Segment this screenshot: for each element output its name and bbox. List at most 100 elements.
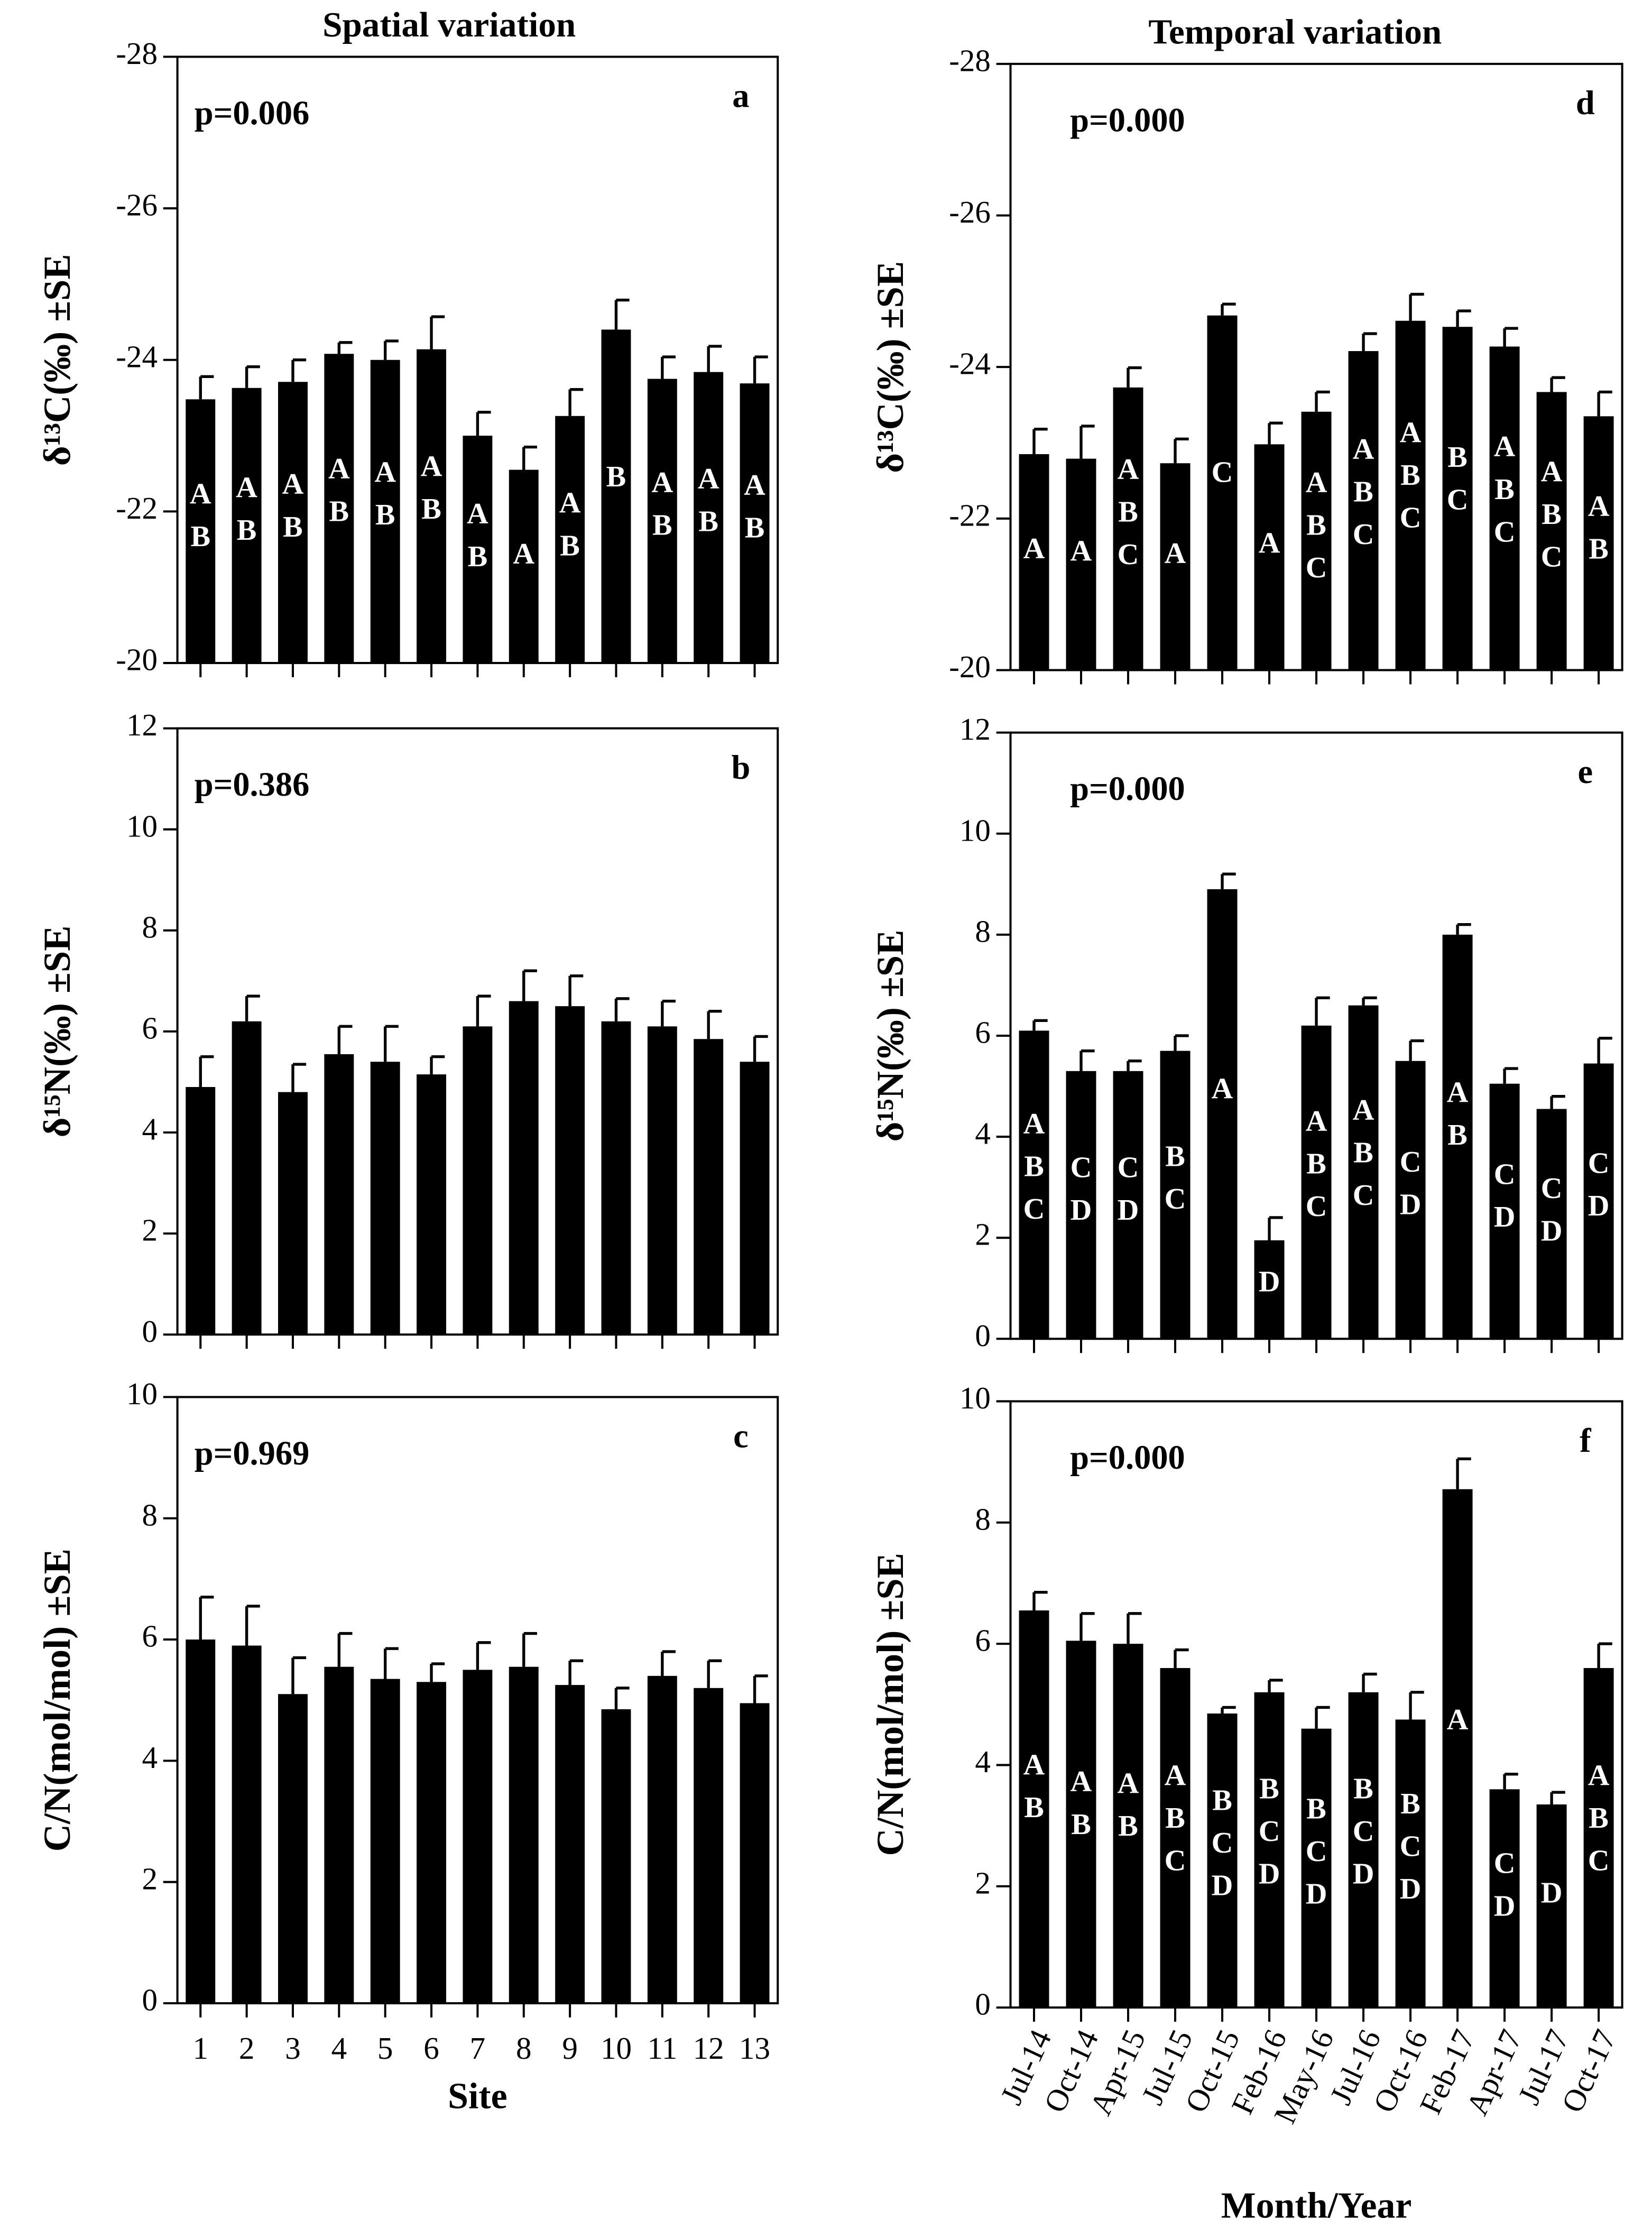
y-tick-label: 8 — [142, 909, 158, 944]
group-letter: C — [1541, 1172, 1563, 1205]
group-letter: C — [1588, 1844, 1610, 1877]
error-bar — [568, 1659, 584, 1685]
group-letter: B — [606, 460, 626, 493]
bar — [1301, 411, 1332, 670]
y-tick-label: 6 — [975, 1623, 991, 1658]
group-letter: A — [282, 468, 304, 501]
bar — [509, 1001, 539, 1335]
error-bar — [1079, 1612, 1095, 1641]
group-letter: A — [1118, 1767, 1139, 1800]
y-tick-label: 10 — [959, 1380, 991, 1415]
y-tick-label: 4 — [142, 1740, 158, 1775]
bar — [1207, 1713, 1238, 2008]
bar — [1536, 1109, 1567, 1339]
error-bar — [1174, 1648, 1189, 1668]
bar — [370, 1062, 400, 1335]
y-tick-label: 4 — [975, 1744, 991, 1779]
error-bar — [614, 298, 630, 330]
group-letter: B — [1306, 1792, 1326, 1825]
y-tick-label: 12 — [126, 707, 158, 742]
group-letter: A — [1023, 532, 1045, 565]
bar — [1583, 416, 1614, 670]
y-tick-label: 10 — [126, 808, 158, 843]
x-tick-label: 6 — [423, 2031, 439, 2066]
error-bar — [1315, 1706, 1330, 1729]
bar — [1113, 1644, 1143, 2008]
error-bar — [1456, 309, 1471, 327]
column-title: Temporal variation — [1148, 12, 1442, 52]
y-tick-label: -24 — [116, 339, 158, 374]
group-letter: D — [1494, 1890, 1516, 1922]
group-letter: A — [1165, 1759, 1186, 1792]
group-letter: B — [1447, 441, 1468, 474]
x-tick-label: 2 — [239, 2031, 255, 2066]
error-bar — [1503, 1067, 1518, 1084]
bar — [555, 1006, 585, 1335]
bar — [555, 416, 585, 664]
group-letter: A — [421, 450, 442, 483]
x-tick-label: 11 — [647, 2031, 677, 2066]
bar — [555, 1685, 585, 2004]
x-tick-label: 7 — [470, 2031, 486, 2066]
group-letter: C — [1306, 551, 1327, 584]
error-bar — [661, 1650, 676, 1676]
bar — [463, 1670, 493, 2004]
group-letter: A — [1023, 1108, 1045, 1140]
group-letter: A — [651, 466, 673, 499]
group-letter: A — [1447, 1703, 1469, 1736]
y-tick-label: -26 — [949, 195, 991, 229]
y-tick-label: 10 — [959, 813, 991, 848]
error-bar — [1409, 292, 1424, 321]
error-bar — [1127, 1060, 1142, 1071]
bar — [1348, 1692, 1379, 2008]
error-bar — [1127, 366, 1142, 388]
error-bar — [1221, 872, 1236, 889]
bar — [1019, 454, 1049, 670]
x-axis-label: Month/Year — [1221, 2185, 1412, 2226]
group-letter: D — [1541, 1877, 1563, 1910]
y-tick-label: 8 — [975, 914, 991, 948]
group-letter: B — [1353, 476, 1373, 509]
bar — [1113, 387, 1143, 670]
bar — [694, 372, 724, 664]
error-bar — [1456, 923, 1471, 935]
error-bar — [199, 1596, 214, 1640]
y-tick-label: 2 — [142, 1213, 158, 1248]
bar — [278, 382, 308, 664]
group-letter: A — [190, 477, 211, 510]
error-bar — [1409, 1039, 1424, 1061]
error-bar — [1597, 390, 1612, 417]
group-letter: B — [1306, 509, 1326, 542]
group-letter: A — [1165, 537, 1186, 570]
bar — [647, 1026, 677, 1335]
bar — [1066, 1641, 1096, 2008]
bar — [370, 1679, 400, 2004]
group-letter: A — [744, 469, 765, 502]
group-letter: B — [375, 499, 395, 531]
group-letter: D — [1118, 1194, 1139, 1227]
error-bar — [291, 1063, 307, 1092]
group-letter: A — [1588, 490, 1610, 523]
bar — [1489, 1789, 1520, 2008]
bar — [1066, 458, 1096, 670]
bar — [463, 1026, 493, 1335]
y-tick-label: -24 — [949, 346, 991, 381]
error-bar — [614, 1687, 630, 1709]
group-letter: D — [1494, 1201, 1516, 1233]
bar — [186, 1639, 216, 2004]
error-bar — [1032, 428, 1048, 454]
error-bar — [522, 1632, 537, 1667]
bar — [1348, 351, 1379, 670]
group-letter: C — [1400, 502, 1422, 535]
error-bar — [614, 997, 630, 1021]
plot-frame — [176, 56, 779, 665]
error-bar — [1503, 1772, 1518, 1790]
group-letter: B — [698, 505, 718, 538]
error-bar — [1079, 1049, 1095, 1071]
bar — [647, 1675, 677, 2004]
y-tick-label: 12 — [959, 712, 991, 747]
bar — [1019, 1610, 1049, 2008]
group-letter: D — [1070, 1194, 1092, 1227]
error-bar — [245, 365, 260, 388]
column-title: Spatial variation — [322, 5, 576, 44]
